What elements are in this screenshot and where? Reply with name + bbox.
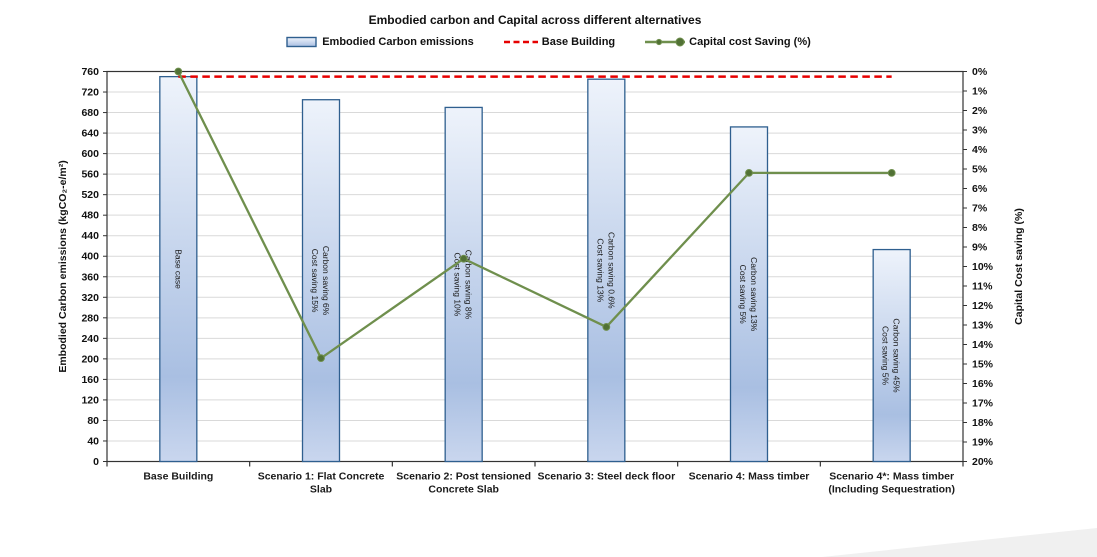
bar-label: Carbon saving 45%Cost saving 5% bbox=[881, 318, 902, 393]
right-tick-label: 13% bbox=[972, 320, 994, 332]
left-tick-label: 520 bbox=[81, 189, 99, 201]
right-tick-label: 12% bbox=[972, 300, 994, 312]
dashed-line-icon bbox=[503, 37, 538, 47]
bar-swatch-icon bbox=[286, 36, 318, 48]
x-axis-label: Scenario 1: Flat Concrete Slab bbox=[258, 471, 385, 496]
right-tick-label: 14% bbox=[972, 339, 994, 351]
left-tick-label: 360 bbox=[81, 271, 99, 283]
left-tick-label: 120 bbox=[81, 394, 99, 406]
left-tick-label: 480 bbox=[81, 210, 99, 222]
bar bbox=[729, 126, 769, 463]
left-tick-label: 160 bbox=[81, 374, 99, 386]
left-tick-label: 400 bbox=[81, 251, 99, 263]
right-tick-label: 0% bbox=[972, 66, 988, 78]
x-axis-label: Scenario 3: Steel deck floor bbox=[537, 471, 675, 483]
capital-cost-marker bbox=[602, 323, 611, 331]
capital-cost-marker bbox=[745, 169, 753, 177]
capital-cost-marker bbox=[317, 354, 325, 363]
left-tick-label: 720 bbox=[81, 87, 99, 99]
left-tick-label: 320 bbox=[81, 292, 99, 304]
right-tick-label: 8% bbox=[972, 222, 988, 234]
right-tick-label: 7% bbox=[972, 203, 988, 215]
x-axis-label: Scenario 4*: Mass timber (Including Seque… bbox=[828, 471, 955, 496]
left-tick-label: 640 bbox=[81, 128, 99, 140]
right-tick-label: 5% bbox=[972, 164, 988, 176]
bar bbox=[159, 75, 198, 463]
x-axis-label: Scenario 2: Post tensioned Concrete Slab bbox=[396, 471, 531, 496]
right-tick-label: 15% bbox=[972, 359, 994, 371]
legend-label: Capital cost Saving (%) bbox=[689, 36, 811, 48]
plot-border bbox=[106, 70, 964, 463]
bar-label: Carbon saving 8%Cost saving 10% bbox=[453, 250, 474, 320]
left-tick-label: 280 bbox=[81, 312, 99, 324]
right-tick-label: 18% bbox=[972, 417, 994, 429]
bar-label: Base case bbox=[173, 249, 183, 289]
chart-legend: Embodied Carbon emissions Base Building … bbox=[0, 36, 1097, 48]
capital-cost-marker bbox=[887, 169, 896, 177]
bar bbox=[587, 78, 626, 463]
right-tick-label: 20% bbox=[972, 456, 994, 468]
capital-cost-line bbox=[177, 70, 892, 360]
right-tick-label: 6% bbox=[972, 183, 988, 195]
left-tick-label: 80 bbox=[87, 415, 99, 427]
bar bbox=[444, 106, 483, 463]
capital-cost-marker bbox=[459, 254, 468, 263]
right-tick-label: 1% bbox=[972, 86, 988, 98]
right-tick-label: 3% bbox=[972, 125, 988, 137]
left-tick-label: 200 bbox=[81, 353, 99, 365]
left-axis-title: Embodied Carbon emissions (kgCO₂-e/m²) bbox=[57, 160, 69, 372]
left-tick-label: 440 bbox=[81, 230, 99, 242]
right-tick-label: 10% bbox=[972, 261, 994, 273]
bar-label: Carbon saving 0.6%Cost saving 13% bbox=[595, 232, 616, 309]
right-tick-label: 11% bbox=[972, 281, 993, 293]
right-tick-label: 16% bbox=[972, 378, 994, 390]
right-tick-label: 2% bbox=[972, 105, 988, 117]
left-tick-label: 560 bbox=[81, 169, 99, 181]
left-tick-label: 40 bbox=[87, 435, 99, 447]
legend-item-base-building: Base Building bbox=[503, 36, 616, 48]
footer-wedge bbox=[822, 528, 1097, 557]
left-tick-label: 0 bbox=[93, 456, 99, 468]
bar-label: Carbon saving 6%Cost saving 15% bbox=[310, 246, 331, 316]
legend-item-embodied-carbon: Embodied Carbon emissions bbox=[286, 36, 474, 48]
line-marker-icon bbox=[645, 36, 686, 48]
right-tick-label: 9% bbox=[972, 242, 988, 254]
x-axis-label: Scenario 4: Mass timber bbox=[689, 471, 810, 483]
left-tick-label: 760 bbox=[81, 66, 99, 78]
chart-title: Embodied carbon and Capital across diffe… bbox=[368, 13, 702, 27]
legend-item-capital-cost-saving: Capital cost Saving (%) bbox=[645, 36, 811, 48]
left-tick-label: 600 bbox=[81, 148, 99, 160]
legend-label: Embodied Carbon emissions bbox=[322, 36, 474, 48]
left-tick-label: 680 bbox=[81, 107, 99, 119]
legend-label: Base Building bbox=[541, 36, 616, 48]
right-tick-label: 17% bbox=[972, 398, 994, 410]
right-axis-title: Capital Cost saving (%) bbox=[1013, 208, 1025, 325]
right-tick-label: 19% bbox=[972, 437, 994, 449]
capital-cost-marker bbox=[174, 67, 183, 76]
right-tick-label: 4% bbox=[972, 144, 988, 156]
x-axis-label: Base Building bbox=[143, 471, 213, 483]
left-tick-label: 240 bbox=[81, 333, 99, 345]
bar-label: Carbon saving 13%Cost saving 5% bbox=[738, 257, 759, 332]
bar bbox=[301, 99, 341, 463]
bar bbox=[872, 248, 911, 463]
